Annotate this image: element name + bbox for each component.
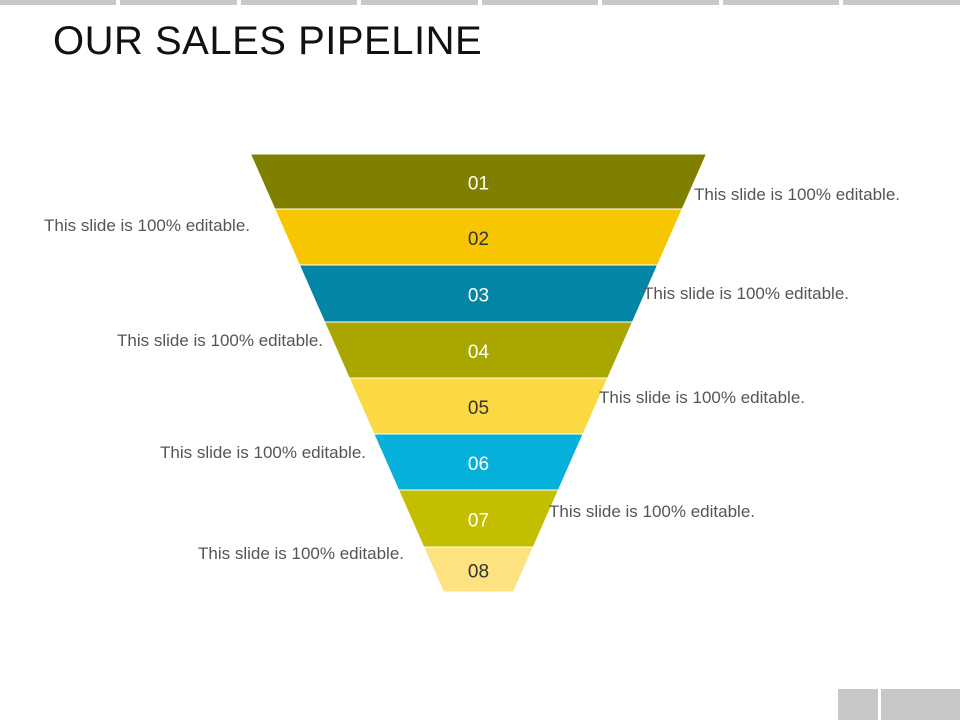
top-bar-segment xyxy=(0,0,116,5)
top-bar-segment xyxy=(602,0,719,5)
stage-caption-1: This slide is 100% editable. xyxy=(694,185,901,204)
stage-caption-3: This slide is 100% editable. xyxy=(643,284,850,303)
stage-caption-2: This slide is 100% editable. xyxy=(44,216,251,235)
stage-caption-4: This slide is 100% editable. xyxy=(117,331,324,350)
top-bar-segment xyxy=(361,0,478,5)
funnel-stage-number-8: 08 xyxy=(468,562,489,583)
stage-caption-8: This slide is 100% editable. xyxy=(198,544,405,563)
top-bar-segment xyxy=(723,0,839,5)
top-bar-segment xyxy=(843,0,960,5)
nav-next-button[interactable] xyxy=(881,689,960,720)
page-title: OUR SALES PIPELINE xyxy=(53,19,483,63)
funnel-stage-number-7: 07 xyxy=(468,511,489,532)
funnel-stage-8 xyxy=(422,546,535,593)
stage-caption-7: This slide is 100% editable. xyxy=(549,502,756,521)
funnel-stage-number-2: 02 xyxy=(468,229,489,250)
top-bar-segment xyxy=(482,0,598,5)
funnel-stage-number-3: 03 xyxy=(468,286,489,307)
stage-caption-6: This slide is 100% editable. xyxy=(160,443,367,462)
top-bar-segment xyxy=(241,0,357,5)
funnel-stage-number-1: 01 xyxy=(468,174,489,195)
top-bar-segment xyxy=(120,0,237,5)
funnel-stage-number-4: 04 xyxy=(468,342,490,363)
funnel-stage-number-5: 05 xyxy=(468,398,489,419)
top-decorative-bar xyxy=(0,0,960,6)
funnel-stage-number-6: 06 xyxy=(468,454,489,475)
nav-prev-button[interactable] xyxy=(838,689,878,720)
stage-caption-5: This slide is 100% editable. xyxy=(599,388,806,407)
